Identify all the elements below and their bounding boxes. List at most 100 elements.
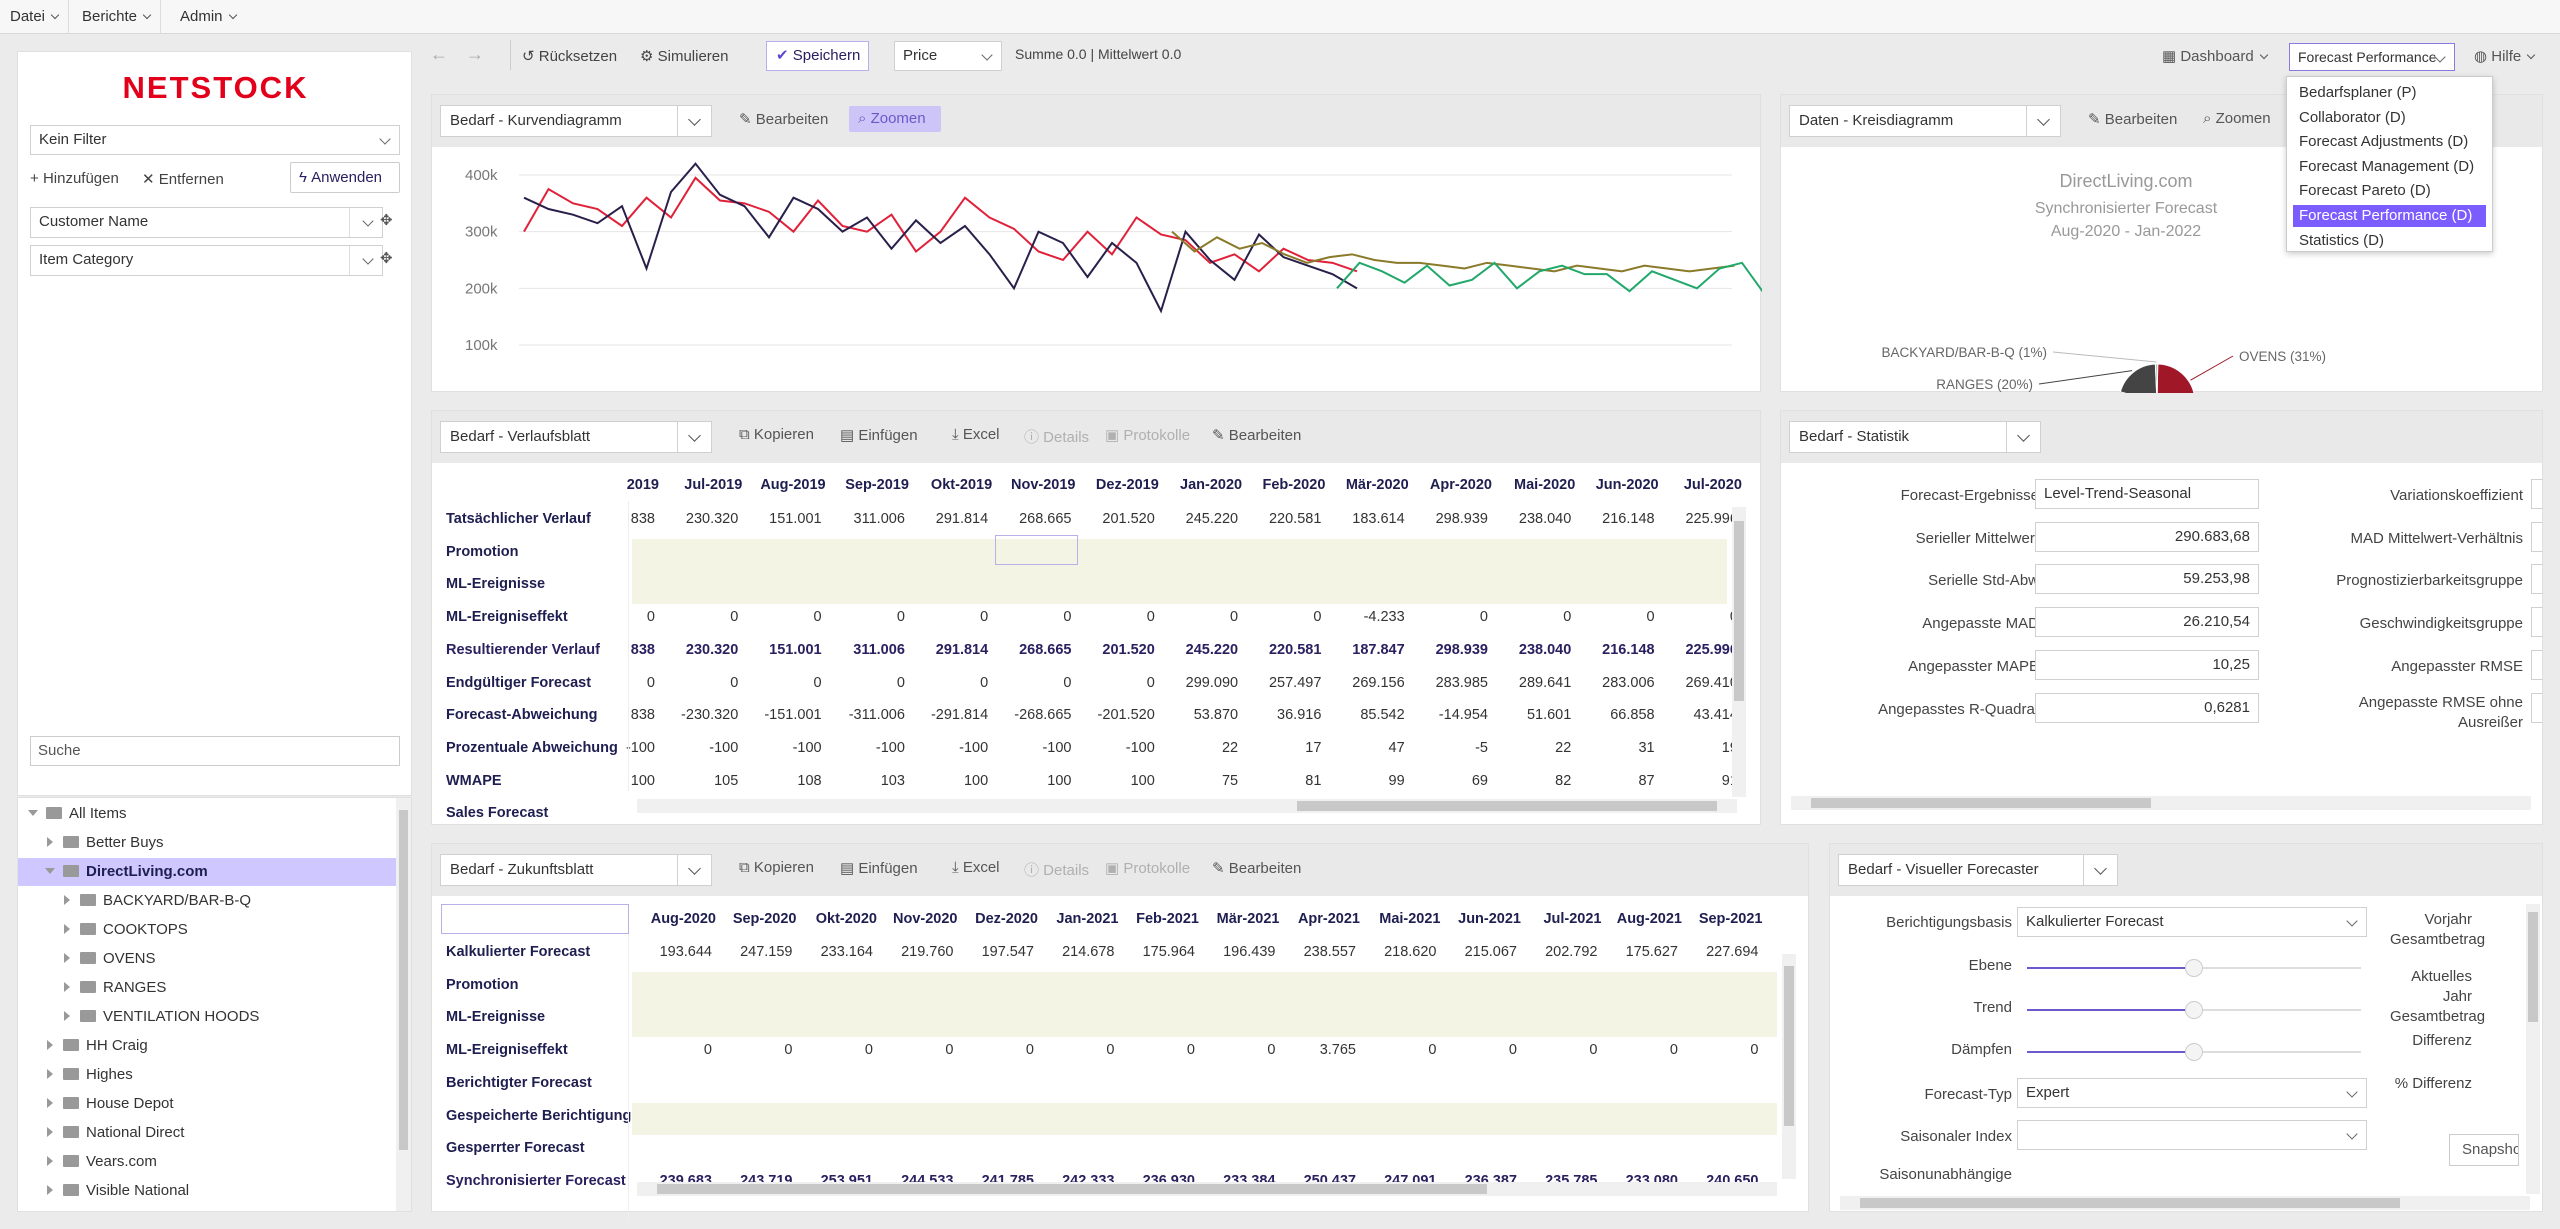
table-cell[interactable]: 214.678	[1062, 944, 1115, 960]
table-cell[interactable]: -268.665	[1014, 707, 1072, 724]
table-cell[interactable]: 0	[646, 674, 655, 691]
column-header[interactable]: Okt-2019	[930, 477, 993, 493]
table-cell[interactable]: 22	[1555, 739, 1572, 756]
table-cell[interactable]: -100	[1042, 739, 1072, 756]
scroll-thumb[interactable]	[2528, 912, 2538, 1022]
table-cell[interactable]: 0	[730, 674, 739, 691]
column-header[interactable]: Dez-2019	[1095, 477, 1159, 493]
logs-button[interactable]: ▣ Protokolle	[1105, 859, 1190, 877]
table-cell[interactable]: 0	[784, 1042, 793, 1059]
column-header[interactable]: Sep-2020	[732, 911, 797, 927]
table-cell[interactable]: 0	[1186, 1042, 1195, 1059]
level-slider[interactable]	[2027, 959, 2361, 977]
table-cell[interactable]: -230.320	[681, 707, 739, 724]
table-cell[interactable]: 17	[1305, 739, 1322, 756]
table-cell[interactable]: 269.156	[1352, 674, 1405, 691]
scroll-thumb[interactable]	[399, 810, 408, 1150]
table-cell[interactable]: 183.614	[1352, 511, 1405, 527]
expand-right-icon[interactable]	[47, 1069, 53, 1079]
table-cell[interactable]: 838	[630, 707, 655, 724]
table-cell[interactable]: 227.694	[1706, 944, 1759, 960]
table-cell[interactable]: 202.792	[1545, 944, 1598, 960]
table-cell[interactable]: 838	[630, 641, 655, 658]
report-option-forecast-performance-d[interactable]: Forecast Performance (D)	[2293, 205, 2486, 227]
details-button[interactable]: ⓘ Details	[1024, 859, 1089, 880]
column-header[interactable]: Jul-2021	[1543, 911, 1602, 927]
filter-select[interactable]: Kein Filter	[30, 125, 400, 155]
expand-right-icon[interactable]	[64, 953, 70, 963]
table-cell[interactable]: 75	[1221, 772, 1239, 789]
report-option-bedarfsplaner-p[interactable]: Bedarfsplaner (P)	[2299, 84, 2417, 101]
report-option-collaborator-d[interactable]: Collaborator (D)	[2299, 108, 2406, 126]
column-header[interactable]: Jan-2021	[1056, 911, 1119, 927]
table-cell[interactable]: -100	[959, 739, 989, 756]
basis-select[interactable]: Kalkulierter Forecast	[2017, 907, 2367, 937]
table-cell[interactable]: 0	[1589, 1042, 1598, 1059]
table-cell[interactable]: 257.497	[1268, 674, 1322, 691]
report-option-forecast-pareto-d[interactable]: Forecast Pareto (D)	[2299, 182, 2431, 200]
table-cell[interactable]: 219.760	[901, 944, 954, 960]
table-cell[interactable]: 283.006	[1602, 674, 1655, 691]
table-cell[interactable]: 100	[1047, 772, 1072, 789]
menu-datei[interactable]: Datei	[0, 0, 70, 34]
simulate-button[interactable]: ⚙ Simulieren	[640, 47, 729, 65]
table-cell[interactable]: 51.601	[1526, 707, 1572, 724]
column-header[interactable]: Apr-2020	[1429, 477, 1492, 493]
table-cell[interactable]: 201.520	[1102, 641, 1155, 658]
table-cell[interactable]: 100	[1130, 772, 1155, 789]
help-menu[interactable]: ◍ Hilfe	[2474, 47, 2536, 65]
tree-item-directliving-com[interactable]: DirectLiving.com	[18, 858, 396, 886]
table-cell[interactable]: 66.858	[1610, 707, 1655, 724]
table-cell[interactable]: 175.964	[1142, 944, 1195, 960]
table-cell[interactable]: 108	[797, 772, 822, 789]
tree-item-ventilation-hoods[interactable]: VENTILATION HOODS	[18, 1003, 396, 1031]
table-cell[interactable]: 0	[1106, 1042, 1115, 1059]
paste-button[interactable]: ▤ Einfügen	[840, 426, 918, 444]
column-header[interactable]: Aug-2020	[650, 911, 716, 927]
table-cell[interactable]: 0	[1659, 609, 1738, 625]
table-cell[interactable]: 87	[1638, 772, 1655, 789]
table-cell[interactable]: -151.001	[764, 707, 822, 724]
table-cell[interactable]: 0	[1146, 609, 1155, 626]
column-header[interactable]: Apr-2021	[1297, 911, 1360, 927]
logs-button[interactable]: ▣ Protokolle	[1105, 426, 1190, 444]
column-header[interactable]: Sep-2021	[1698, 911, 1763, 927]
table-cell[interactable]: 0	[1025, 1042, 1034, 1059]
visual-view-select[interactable]: Bedarf - Visueller Forecaster	[1838, 854, 2118, 886]
expand-right-icon[interactable]	[47, 1185, 53, 1195]
table-cell[interactable]: 0	[1479, 609, 1488, 626]
table-cell[interactable]: 0	[864, 1042, 873, 1059]
statistics-view-select[interactable]: Bedarf - Statistik	[1789, 421, 2041, 453]
table-cell[interactable]: 0	[1563, 609, 1572, 626]
table-cell[interactable]: 0	[980, 609, 989, 626]
menu-admin[interactable]: Admin	[170, 0, 246, 34]
table-cell[interactable]: 0	[1146, 674, 1155, 691]
expand-right-icon[interactable]	[47, 1098, 53, 1108]
scroll-thumb[interactable]	[1860, 1198, 2400, 1208]
table-cell[interactable]: 238.040	[1518, 511, 1572, 527]
series-line-1[interactable]	[523, 162, 1358, 314]
report-option-forecast-management-d[interactable]: Forecast Management (D)	[2299, 157, 2475, 175]
table-cell[interactable]: 220.581	[1268, 641, 1322, 658]
tree-item-better-buys[interactable]: Better Buys	[18, 829, 396, 857]
table-cell[interactable]: 311.006	[853, 511, 905, 527]
visual-scrollbar-v[interactable]	[2526, 904, 2540, 1194]
table-cell[interactable]: -201.520	[1097, 707, 1155, 724]
tree-item-hh-craig[interactable]: HH Craig	[18, 1032, 396, 1060]
column-header[interactable]: Mär-2021	[1216, 911, 1280, 927]
tree-item-ranges[interactable]: RANGES	[18, 974, 396, 1002]
tree-item-national-direct[interactable]: National Direct	[18, 1119, 396, 1147]
damp-slider[interactable]	[2027, 1043, 2361, 1061]
tree-item-visible-national[interactable]: Visible National	[18, 1177, 396, 1205]
reset-button[interactable]: ↺ Rücksetzen	[522, 47, 617, 65]
table-cell[interactable]: 247.159	[740, 944, 793, 960]
table-cell[interactable]: 69	[1471, 772, 1488, 789]
table-cell[interactable]: 196.439	[1223, 944, 1276, 960]
table-cell[interactable]: 0	[1063, 609, 1072, 626]
table-cell[interactable]: 0	[730, 609, 739, 626]
edit-button[interactable]: ✎ Bearbeiten	[1212, 859, 1301, 877]
edit-button[interactable]: ✎ Bearbeiten	[1212, 426, 1301, 444]
future-scrollbar-v[interactable]	[1782, 954, 1796, 1179]
table-cell[interactable]: 47	[1388, 739, 1405, 756]
type-select[interactable]: Expert	[2017, 1078, 2367, 1108]
